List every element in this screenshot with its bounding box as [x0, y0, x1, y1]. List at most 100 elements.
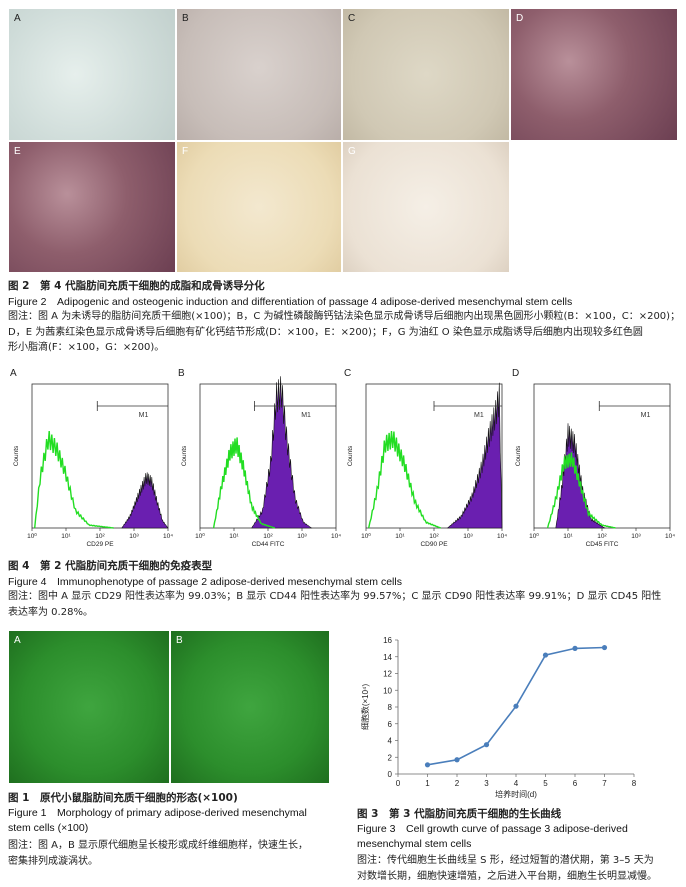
- fig4-note: 图注：图中 A 显示 CD29 阳性表达率为 99.03%；B 显示 CD44 …: [8, 591, 662, 618]
- x-axis-label: CD45 FITC: [586, 541, 619, 548]
- stain-histogram: [446, 382, 503, 529]
- fig2-panel-e: E: [8, 141, 176, 273]
- panel-letter: D: [512, 368, 519, 379]
- x-tick-label: 10³: [463, 533, 473, 540]
- x-tick-label: 10³: [129, 533, 139, 540]
- control-histogram: [368, 431, 442, 529]
- x-tick-label: 6: [573, 779, 578, 788]
- data-point: [483, 742, 490, 748]
- data-point: [513, 703, 519, 709]
- panel-letter: E: [14, 146, 21, 157]
- stain-histogram: [121, 472, 169, 529]
- data-point: [424, 762, 431, 768]
- y-tick-label: 6: [388, 720, 393, 729]
- stain-histogram: [555, 423, 606, 529]
- fig3-caption-cn: 图 3 第 3 代脂肪间充质干细胞的生长曲线: [357, 808, 562, 820]
- y-axis-label: Counts: [347, 445, 354, 466]
- fig1-caption-en: Figure 1 Morphology of primary adipose-d…: [8, 807, 307, 834]
- y-axis-label: Counts: [13, 445, 20, 466]
- x-tick-label: 10⁴: [331, 533, 341, 540]
- x-axis-label: CD29 PE: [86, 541, 114, 548]
- x-tick-label: 10¹: [229, 533, 239, 540]
- y-tick-label: 12: [383, 670, 392, 679]
- panel-letter: C: [344, 368, 351, 379]
- x-axis-label: CD44 FITC: [252, 541, 285, 548]
- fig2-panel-f: F: [176, 141, 342, 273]
- data-point: [572, 645, 578, 651]
- fig1-caption-cn: 图 1 原代小鼠脂肪间充质干细胞的形态(×100): [8, 792, 238, 804]
- x-tick-label: 10¹: [395, 533, 405, 540]
- x-tick-label: 4: [514, 779, 519, 788]
- panel-letter: B: [178, 368, 185, 379]
- x-axis-label: CD90 PE: [420, 541, 448, 548]
- panel-letter: B: [176, 635, 183, 646]
- x-axis-label: 培养时间(d): [495, 789, 537, 799]
- x-tick-label: 10⁰: [27, 532, 37, 540]
- fig2-panel-g: G: [342, 141, 510, 273]
- x-tick-label: 10³: [631, 533, 641, 540]
- flow-panel-c: C M1 Counts 10⁰ 10¹ 10² 10³ 10⁴ CD90 PE: [344, 368, 507, 548]
- x-tick-label: 10²: [263, 533, 273, 540]
- y-tick-label: 14: [383, 653, 392, 662]
- fig2-panel-c: C: [342, 8, 510, 141]
- y-tick-label: 2: [388, 753, 393, 762]
- flow-panel-b: B M1 Counts 10⁰ 10¹ 10² 10³ 10⁴ CD44 FITC: [178, 368, 341, 548]
- data-point: [454, 757, 460, 763]
- x-tick-label: 10¹: [563, 533, 573, 540]
- x-tick-label: 10²: [95, 533, 105, 540]
- flow-panel-a: A M1 Counts 10⁰ 10¹ 10² 10³ 10⁴ CD29 PE: [10, 368, 173, 548]
- x-tick-label: 10⁰: [529, 532, 539, 540]
- y-tick-label: 4: [388, 737, 393, 746]
- x-tick-label: 10²: [429, 533, 439, 540]
- fig3-caption-en: Figure 3 Cell growth curve of passage 3 …: [357, 823, 628, 850]
- panel-letter: B: [182, 13, 189, 24]
- x-tick-label: 10⁰: [195, 532, 205, 540]
- x-tick-label: 3: [484, 779, 489, 788]
- panel-letter: F: [182, 146, 189, 157]
- flow-panel-d: D M1 Counts 10⁰ 10¹ 10² 10³ 10⁴ CD45 FITC: [512, 368, 675, 548]
- fig3-note: 图注：传代细胞生长曲线呈 S 形，经过短暂的潜伏期，第 3–5 天为 对数增长期…: [357, 855, 657, 882]
- gate-label: M1: [474, 412, 484, 419]
- x-tick-label: 10⁴: [497, 533, 507, 540]
- fig2-panel-a: A: [8, 8, 176, 141]
- panel-letter: A: [14, 635, 21, 646]
- x-tick-label: 10⁴: [163, 533, 173, 540]
- fig4-caption-cn: 图 4 第 2 代脂肪间充质干细胞的免疫表型: [8, 560, 213, 572]
- gate-label: M1: [139, 412, 149, 419]
- fig2-panel-b: B: [176, 8, 342, 141]
- gate-label: M1: [301, 412, 311, 419]
- x-tick-label: 0: [396, 779, 401, 788]
- panel-letter: C: [348, 13, 356, 24]
- x-tick-label: 10²: [597, 533, 607, 540]
- fig1-note: 图注：图 A，B 显示原代细胞呈长梭形或成纤维细胞样，快速生长， 密集排列成漩涡…: [8, 840, 309, 867]
- data-point: [542, 652, 549, 658]
- x-tick-label: 5: [543, 779, 548, 788]
- control-histogram: [34, 430, 114, 529]
- x-tick-label: 8: [632, 779, 637, 788]
- fig2-note: 图注：图 A 为未诱导的脂肪间充质干细胞(×100)；B，C 为碱性磷酸酶钙钴法…: [8, 311, 681, 353]
- y-tick-label: 16: [383, 636, 392, 645]
- fig2-caption-en: Figure 2 Adipogenic and osteogenic induc…: [8, 296, 573, 308]
- x-tick-label: 10³: [297, 533, 307, 540]
- y-tick-label: 0: [388, 770, 393, 779]
- y-axis-label: Counts: [181, 445, 188, 466]
- control-histogram: [212, 437, 276, 529]
- panel-letter: G: [348, 146, 356, 157]
- y-tick-label: 10: [383, 686, 392, 695]
- gate-label: M1: [641, 412, 651, 419]
- x-tick-label: 10⁰: [361, 532, 371, 540]
- panel-letter: A: [14, 13, 21, 24]
- fig2-panel-d: D: [510, 8, 678, 141]
- panel-letter: A: [10, 368, 17, 379]
- fig1-panel-b: B: [170, 630, 330, 784]
- y-tick-label: 8: [388, 703, 393, 712]
- fig1-panel-a: A: [8, 630, 170, 784]
- fig2-caption-cn: 图 2 第 4 代脂肪间充质干细胞的成脂和成骨诱导分化: [8, 280, 265, 292]
- fig4-caption-en: Figure 4 Immunophenotype of passage 2 ad…: [8, 576, 402, 588]
- y-axis-label: 细胞数(×10⁴): [360, 684, 370, 731]
- x-tick-label: 2: [455, 779, 460, 788]
- x-tick-label: 10¹: [61, 533, 71, 540]
- x-tick-label: 10⁴: [665, 533, 675, 540]
- y-axis-label: Counts: [515, 445, 522, 466]
- panel-letter: D: [516, 13, 524, 24]
